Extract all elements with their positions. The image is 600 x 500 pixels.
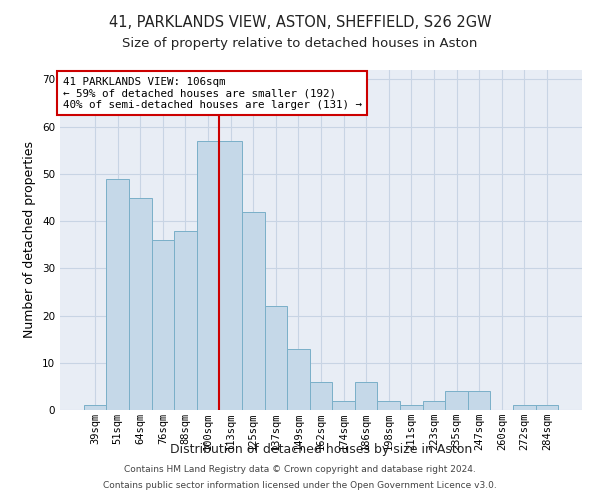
Text: 41 PARKLANDS VIEW: 106sqm
← 59% of detached houses are smaller (192)
40% of semi: 41 PARKLANDS VIEW: 106sqm ← 59% of detac… [62,77,362,110]
Text: Distribution of detached houses by size in Aston: Distribution of detached houses by size … [170,442,472,456]
Bar [152,240,174,410]
Text: 41, PARKLANDS VIEW, ASTON, SHEFFIELD, S26 2GW: 41, PARKLANDS VIEW, ASTON, SHEFFIELD, S2… [109,15,491,30]
Text: Contains public sector information licensed under the Open Government Licence v3: Contains public sector information licen… [103,480,497,490]
Bar [197,141,220,410]
Bar [129,198,152,410]
Bar [400,406,422,410]
Bar [422,400,445,410]
Bar [332,400,355,410]
Bar [106,178,129,410]
Bar [513,406,536,410]
Text: Contains HM Land Registry data © Crown copyright and database right 2024.: Contains HM Land Registry data © Crown c… [124,466,476,474]
Bar [220,141,242,410]
Bar [310,382,332,410]
Bar [355,382,377,410]
Text: Size of property relative to detached houses in Aston: Size of property relative to detached ho… [122,38,478,51]
Bar [84,406,106,410]
Bar [377,400,400,410]
Bar [445,391,468,410]
Bar [265,306,287,410]
Bar [468,391,490,410]
Bar [536,406,558,410]
Bar [174,230,197,410]
Y-axis label: Number of detached properties: Number of detached properties [23,142,37,338]
Bar [287,348,310,410]
Bar [242,212,265,410]
